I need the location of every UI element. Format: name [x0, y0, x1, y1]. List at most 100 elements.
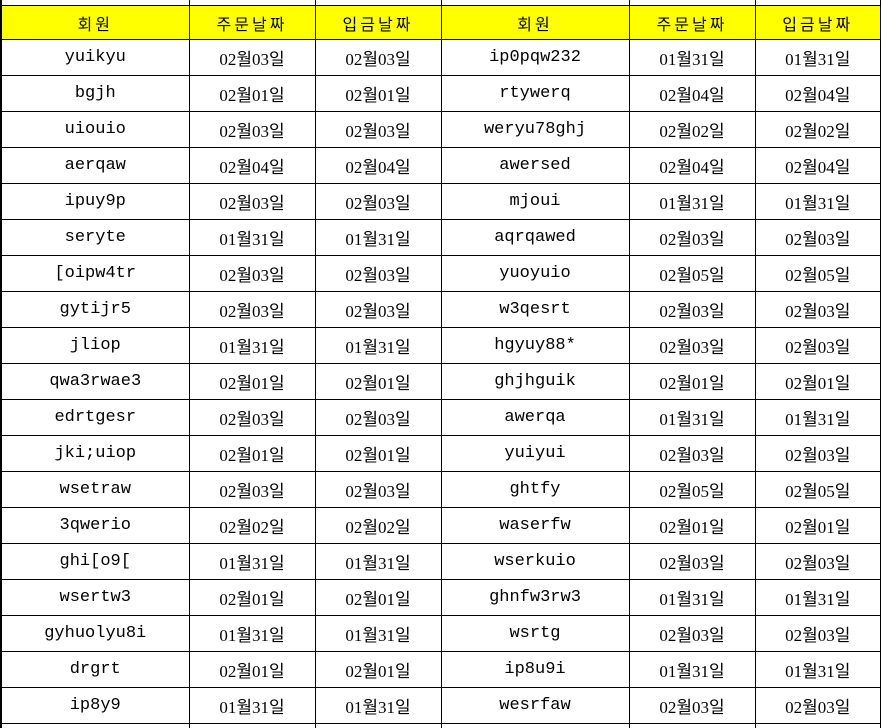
deposit-date-cell[interactable]: 02월05일 [754, 255, 881, 292]
deposit-date-cell[interactable]: 02월03일 [314, 39, 442, 76]
order-date-cell[interactable]: 02월03일 [628, 687, 756, 724]
order-date-cell[interactable]: 01월31일 [628, 39, 756, 76]
member-cell[interactable]: ghjhguik [440, 363, 630, 400]
member-cell[interactable]: aerqaw [0, 147, 190, 184]
member-cell[interactable]: wsrtg [440, 615, 630, 652]
member-cell[interactable]: drgrt [0, 651, 190, 688]
deposit-date-cell[interactable]: 01월31일 [754, 579, 881, 616]
order-date-cell[interactable]: 02월02일 [628, 111, 756, 148]
header-member-2[interactable]: 회원 [440, 5, 630, 40]
member-cell[interactable]: mjoui [440, 183, 630, 220]
order-date-cell[interactable]: 01월31일 [188, 687, 316, 724]
order-date-cell[interactable]: 02월01일 [188, 75, 316, 112]
order-date-cell[interactable]: 02월01일 [628, 507, 756, 544]
deposit-date-cell[interactable]: 02월05일 [754, 471, 881, 508]
member-cell[interactable]: aqrqawed [440, 219, 630, 256]
deposit-date-cell[interactable]: 02월03일 [754, 291, 881, 328]
member-cell[interactable]: ip8u9i [440, 651, 630, 688]
member-cell[interactable]: yuiyui [440, 435, 630, 472]
order-date-cell[interactable]: 01월31일 [628, 399, 756, 436]
member-cell[interactable]: qwa3rwae3 [0, 363, 190, 400]
order-date-cell[interactable]: 02월05일 [628, 255, 756, 292]
order-date-cell[interactable]: 02월01일 [188, 579, 316, 616]
member-cell[interactable]: gytijr5 [0, 291, 190, 328]
deposit-date-cell[interactable]: 01월31일 [754, 651, 881, 688]
order-date-cell[interactable]: 02월05일 [628, 471, 756, 508]
member-cell[interactable]: ip8y9 [0, 687, 190, 724]
member-cell[interactable]: bgjh [0, 75, 190, 112]
order-date-cell[interactable]: 02월03일 [188, 39, 316, 76]
header-deposit-date[interactable]: 입금날짜 [314, 5, 442, 40]
deposit-date-cell[interactable]: 02월03일 [314, 183, 442, 220]
member-cell[interactable]: wsetraw [0, 471, 190, 508]
member-cell[interactable]: yuikyu [0, 39, 190, 76]
member-cell[interactable]: waserfw [440, 507, 630, 544]
deposit-date-cell[interactable]: 02월03일 [754, 615, 881, 652]
member-cell[interactable]: awerqa [440, 399, 630, 436]
deposit-date-cell[interactable]: 01월31일 [314, 615, 442, 652]
header-deposit-date-2[interactable]: 입금날짜 [754, 5, 881, 40]
order-date-cell[interactable]: 02월03일 [628, 615, 756, 652]
deposit-date-cell[interactable]: 02월03일 [754, 327, 881, 364]
order-date-cell[interactable]: 01월31일 [188, 327, 316, 364]
deposit-date-cell[interactable]: 02월03일 [314, 111, 442, 148]
order-date-cell[interactable]: 02월04일 [188, 147, 316, 184]
member-cell[interactable]: jliop [0, 327, 190, 364]
order-date-cell[interactable]: 01월31일 [188, 219, 316, 256]
deposit-date-cell[interactable]: 01월31일 [754, 39, 881, 76]
deposit-date-cell[interactable]: 01월31일 [314, 687, 442, 724]
member-cell[interactable]: yuoyuio [440, 255, 630, 292]
order-date-cell[interactable]: 02월03일 [188, 291, 316, 328]
deposit-date-cell[interactable]: 02월03일 [754, 543, 881, 580]
deposit-date-cell[interactable]: 02월04일 [754, 75, 881, 112]
order-date-cell[interactable]: 02월03일 [628, 219, 756, 256]
order-date-cell[interactable]: 02월01일 [188, 363, 316, 400]
order-date-cell[interactable]: 01월31일 [628, 579, 756, 616]
deposit-date-cell[interactable]: 02월04일 [754, 147, 881, 184]
deposit-date-cell[interactable]: 01월31일 [314, 543, 442, 580]
member-cell[interactable]: ipuy9p [0, 183, 190, 220]
member-cell[interactable]: wesrfaw [440, 687, 630, 724]
member-cell[interactable]: seryte [0, 219, 190, 256]
deposit-date-cell[interactable]: 02월03일 [314, 291, 442, 328]
order-date-cell[interactable]: 02월03일 [188, 255, 316, 292]
order-date-cell[interactable]: 02월03일 [188, 111, 316, 148]
header-order-date-2[interactable]: 주문날짜 [628, 5, 756, 40]
order-date-cell[interactable]: 02월03일 [628, 291, 756, 328]
order-date-cell[interactable]: 02월01일 [628, 363, 756, 400]
member-cell[interactable]: ghtfy [440, 471, 630, 508]
order-date-cell[interactable]: 01월31일 [188, 615, 316, 652]
member-cell[interactable]: ghi[o9[ [0, 543, 190, 580]
deposit-date-cell[interactable]: 02월03일 [754, 219, 881, 256]
member-cell[interactable]: w3qesrt [440, 291, 630, 328]
order-date-cell[interactable]: 01월31일 [188, 543, 316, 580]
member-cell[interactable]: wserkuio [440, 543, 630, 580]
member-cell[interactable]: wsertw3 [0, 579, 190, 616]
member-cell[interactable]: rtywerq [440, 75, 630, 112]
member-cell[interactable]: [oipw4tr [0, 255, 190, 292]
order-date-cell[interactable]: 01월31일 [628, 183, 756, 220]
deposit-date-cell[interactable]: 02월02일 [314, 507, 442, 544]
deposit-date-cell[interactable]: 02월03일 [314, 399, 442, 436]
deposit-date-cell[interactable]: 01월31일 [314, 219, 442, 256]
order-date-cell[interactable]: 02월03일 [628, 327, 756, 364]
member-cell[interactable]: jki;uiop [0, 435, 190, 472]
order-date-cell[interactable]: 02월03일 [628, 435, 756, 472]
order-date-cell[interactable]: 02월01일 [188, 435, 316, 472]
deposit-date-cell[interactable]: 01월31일 [314, 327, 442, 364]
order-date-cell[interactable]: 02월04일 [628, 147, 756, 184]
deposit-date-cell[interactable]: 02월04일 [314, 147, 442, 184]
member-cell[interactable]: 3qwerio [0, 507, 190, 544]
member-cell[interactable]: awersed [440, 147, 630, 184]
order-date-cell[interactable]: 02월03일 [188, 399, 316, 436]
order-date-cell[interactable]: 02월04일 [628, 75, 756, 112]
deposit-date-cell[interactable]: 02월03일 [314, 255, 442, 292]
deposit-date-cell[interactable]: 02월03일 [754, 435, 881, 472]
header-order-date[interactable]: 주문날짜 [188, 5, 316, 40]
order-date-cell[interactable]: 01월31일 [628, 651, 756, 688]
deposit-date-cell[interactable]: 01월31일 [754, 183, 881, 220]
member-cell[interactable]: ghnfw3rw3 [440, 579, 630, 616]
order-date-cell[interactable]: 02월03일 [628, 543, 756, 580]
member-cell[interactable]: weryu78ghj [440, 111, 630, 148]
member-cell[interactable]: edrtgesr [0, 399, 190, 436]
